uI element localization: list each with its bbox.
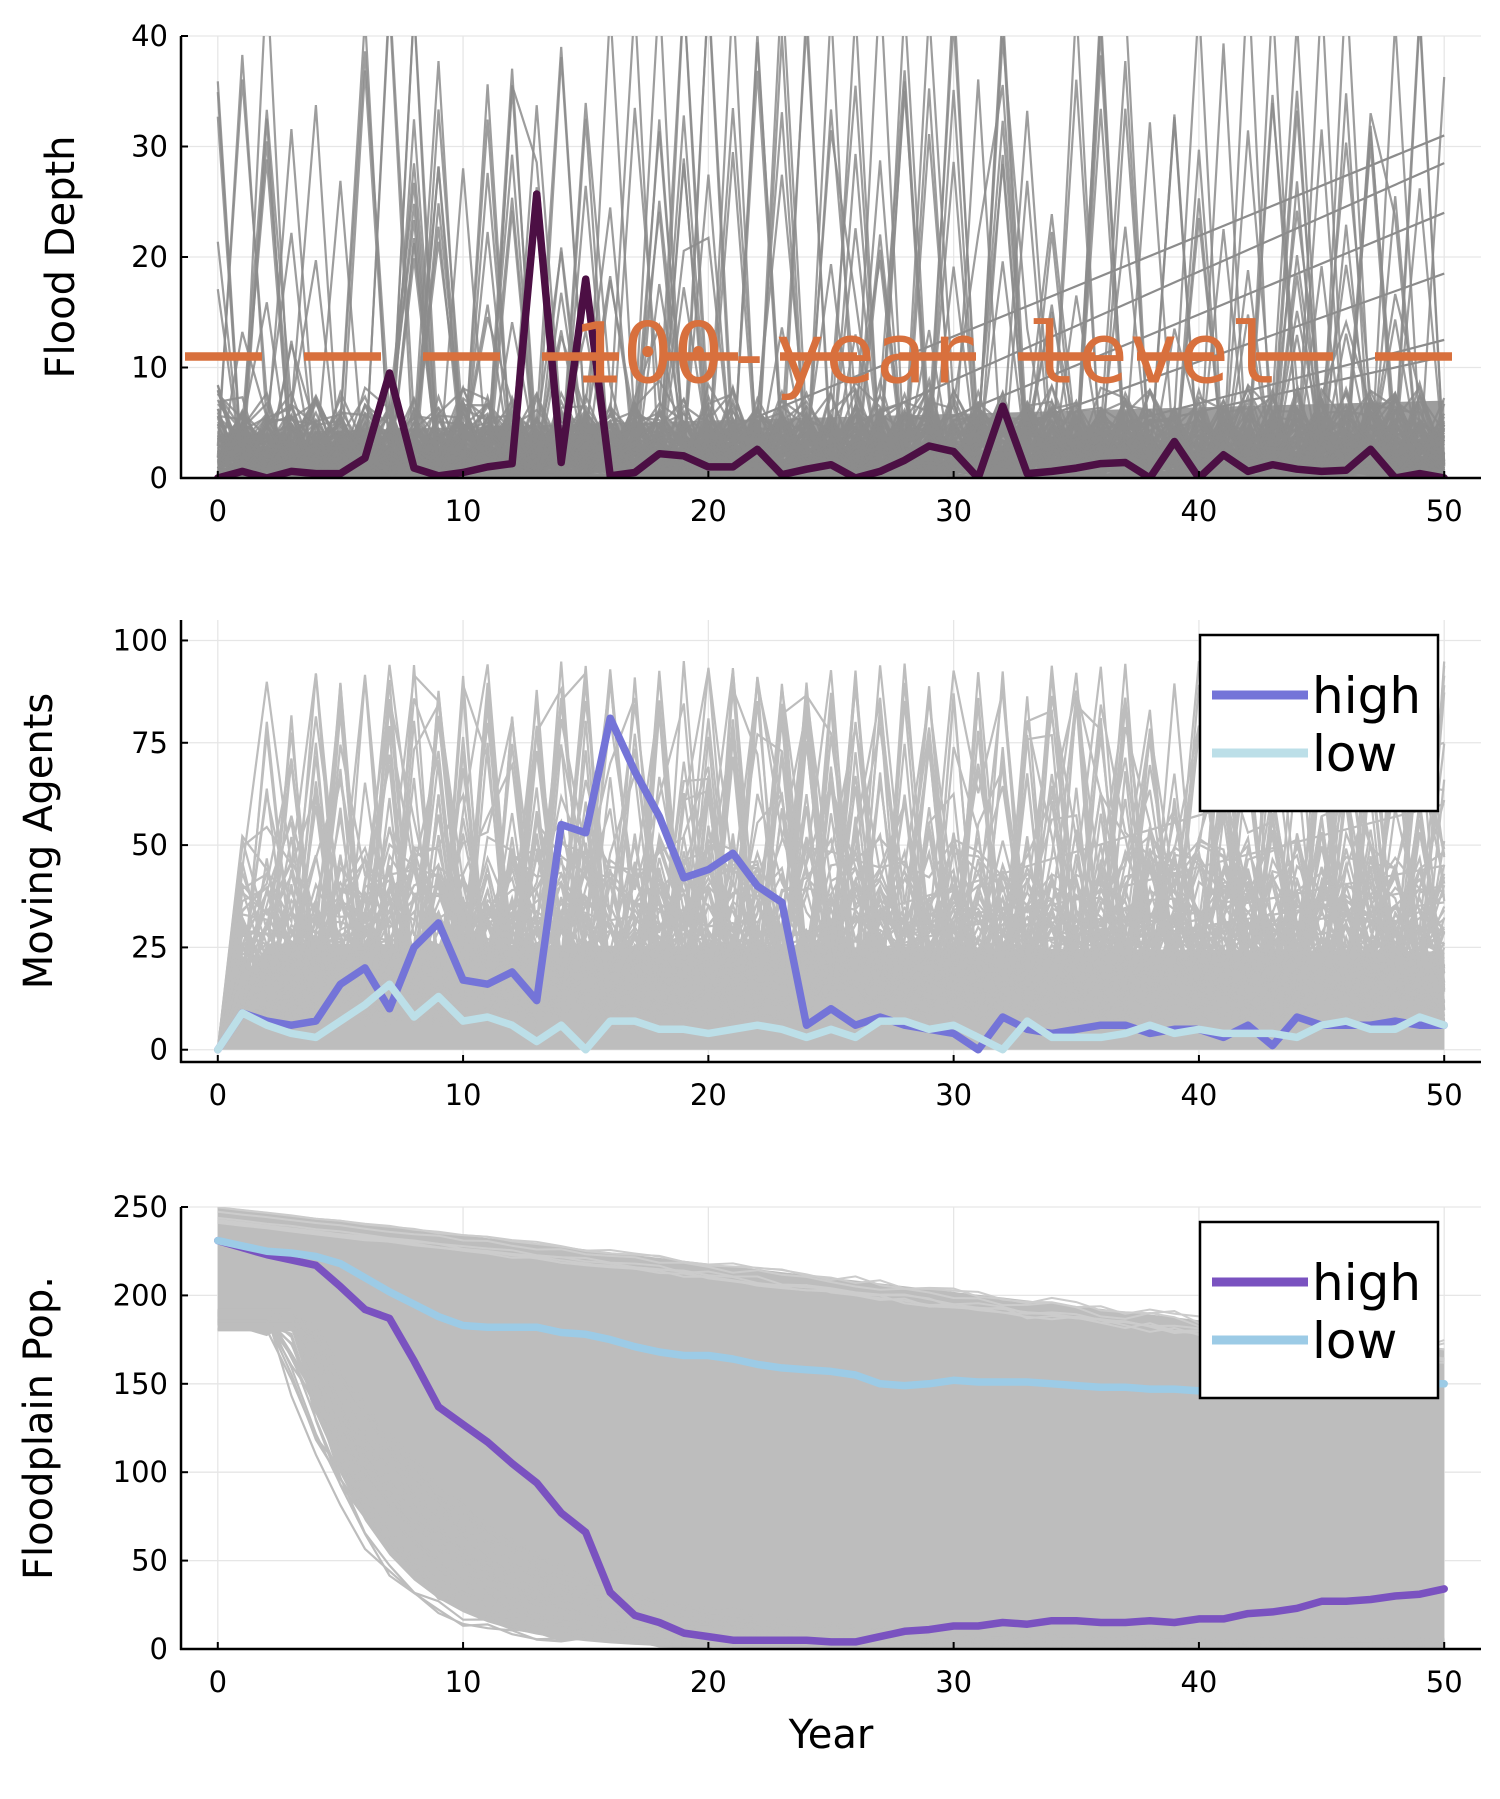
x-tick-label: 40 — [1180, 494, 1217, 528]
ensemble-trace — [217, 36, 1445, 478]
x-tick-label: 0 — [209, 1665, 227, 1699]
y-tick-label: 200 — [113, 1278, 168, 1312]
legend-label-low: low — [1312, 725, 1397, 783]
highlight-series — [214, 190, 1448, 478]
series-high-line — [214, 714, 1448, 1054]
y-tick-label: 0 — [150, 1632, 168, 1666]
x-tick-label: 20 — [690, 1665, 727, 1699]
ensemble-trace — [806, 803, 1445, 969]
axes: 0 10 20 30 40 50 0 25 50 75 100 Moving Agents — [16, 620, 1481, 1112]
ensemble-trace — [953, 355, 1445, 469]
ensemble-trace — [904, 864, 1445, 969]
y-tick-label: 10 — [131, 351, 168, 385]
ensemble-trace — [830, 211, 1445, 468]
ensemble-trace — [216, 676, 1446, 1051]
legend-label-high: high — [1312, 667, 1421, 725]
threshold-label: 100-year level — [572, 304, 1280, 402]
y-tick-label: 30 — [131, 130, 168, 164]
ensemble-trace — [216, 693, 1446, 1050]
legend-box — [1198, 1220, 1440, 1400]
ensemble-trace — [634, 134, 1445, 468]
axes: 0 10 20 30 40 50 0 50 100 150 200 250 Floodplain Pop… — [16, 1190, 1481, 1758]
y-tick-label: 20 — [131, 240, 168, 274]
ensemble-band — [217, 1207, 1445, 1649]
y-tick-label: 75 — [131, 726, 168, 760]
y-tick-label: 40 — [131, 19, 168, 53]
y-tick-label: 250 — [113, 1190, 168, 1224]
axes: 0 10 20 30 40 50 0 10 20 30 40 Flood Depth — [38, 19, 1481, 528]
x-tick-label: 40 — [1180, 1078, 1217, 1112]
ensemble-trace — [217, 1322, 1445, 1649]
ensemble-trace — [756, 162, 1445, 468]
y-axis-title: Moving Agents — [16, 693, 62, 989]
y-tick-label: 100 — [113, 1455, 168, 1489]
x-tick-label: 30 — [935, 494, 972, 528]
series-highlight-line — [214, 190, 1448, 478]
y-tick-label: 25 — [131, 930, 168, 964]
x-tick-label: 20 — [690, 1078, 727, 1112]
ensemble-trace — [953, 884, 1445, 969]
x-axis-title: Year — [788, 1712, 874, 1758]
x-tick-label: 50 — [1426, 1665, 1463, 1699]
moving-agents-panel: 0 10 20 30 40 50 0 25 50 75 100 Moving Agents highlo… — [16, 620, 1481, 1112]
ensemble-trace — [217, 668, 1445, 1051]
x-tick-label: 10 — [445, 494, 482, 528]
y-tick-label: 0 — [150, 461, 168, 495]
y-tick-label: 0 — [150, 1033, 168, 1067]
y-tick-label: 100 — [113, 623, 168, 657]
ensemble-trace — [953, 338, 1445, 469]
legend-label-low: low — [1312, 1312, 1397, 1370]
ensemble-trace — [216, 683, 1446, 1051]
x-tick-label: 0 — [209, 494, 227, 528]
highlight-series — [214, 714, 1448, 1054]
x-tick-label: 50 — [1426, 1078, 1463, 1112]
x-tick-label: 40 — [1180, 1665, 1217, 1699]
x-tick-label: 0 — [209, 1078, 227, 1112]
x-tick-label: 10 — [445, 1665, 482, 1699]
y-tick-label: 150 — [113, 1367, 168, 1401]
ensemble-trace — [216, 716, 1446, 1050]
x-tick-label: 20 — [690, 494, 727, 528]
floodplain-pop-panel: 0 10 20 30 40 50 0 50 100 150 200 250 Floodplain Pop… — [16, 1190, 1481, 1758]
ensemble-trace — [216, 704, 1446, 1051]
ensemble-traces — [216, 36, 1446, 478]
y-axis-title: Floodplain Pop. — [16, 1276, 62, 1580]
ensemble-trace — [216, 698, 1445, 1051]
y-tick-label: 50 — [131, 1544, 168, 1578]
series-high-line — [214, 1236, 1448, 1646]
series-low-line — [214, 980, 1448, 1054]
x-tick-label: 30 — [935, 1665, 972, 1699]
x-tick-label: 10 — [445, 1078, 482, 1112]
ensemble-trace — [216, 758, 1445, 1050]
flood-depth-panel: 100-year level 0 10 20 30 40 50 0 10 20 30 40 Flood … — [38, 19, 1481, 528]
ensemble-trace — [216, 685, 1446, 1051]
ensemble-trace — [217, 36, 1445, 478]
ensemble-trace — [953, 901, 1445, 969]
ensemble-trace — [216, 667, 1446, 1050]
y-axis-title: Flood Depth — [38, 135, 84, 378]
ensemble-trace — [217, 36, 1446, 478]
ensemble-traces — [217, 1207, 1445, 1649]
x-tick-label: 30 — [935, 1078, 972, 1112]
y-tick-label: 50 — [131, 828, 168, 862]
legend-label-high: high — [1312, 1254, 1421, 1312]
x-tick-label: 50 — [1426, 494, 1463, 528]
legend-box — [1198, 633, 1440, 813]
